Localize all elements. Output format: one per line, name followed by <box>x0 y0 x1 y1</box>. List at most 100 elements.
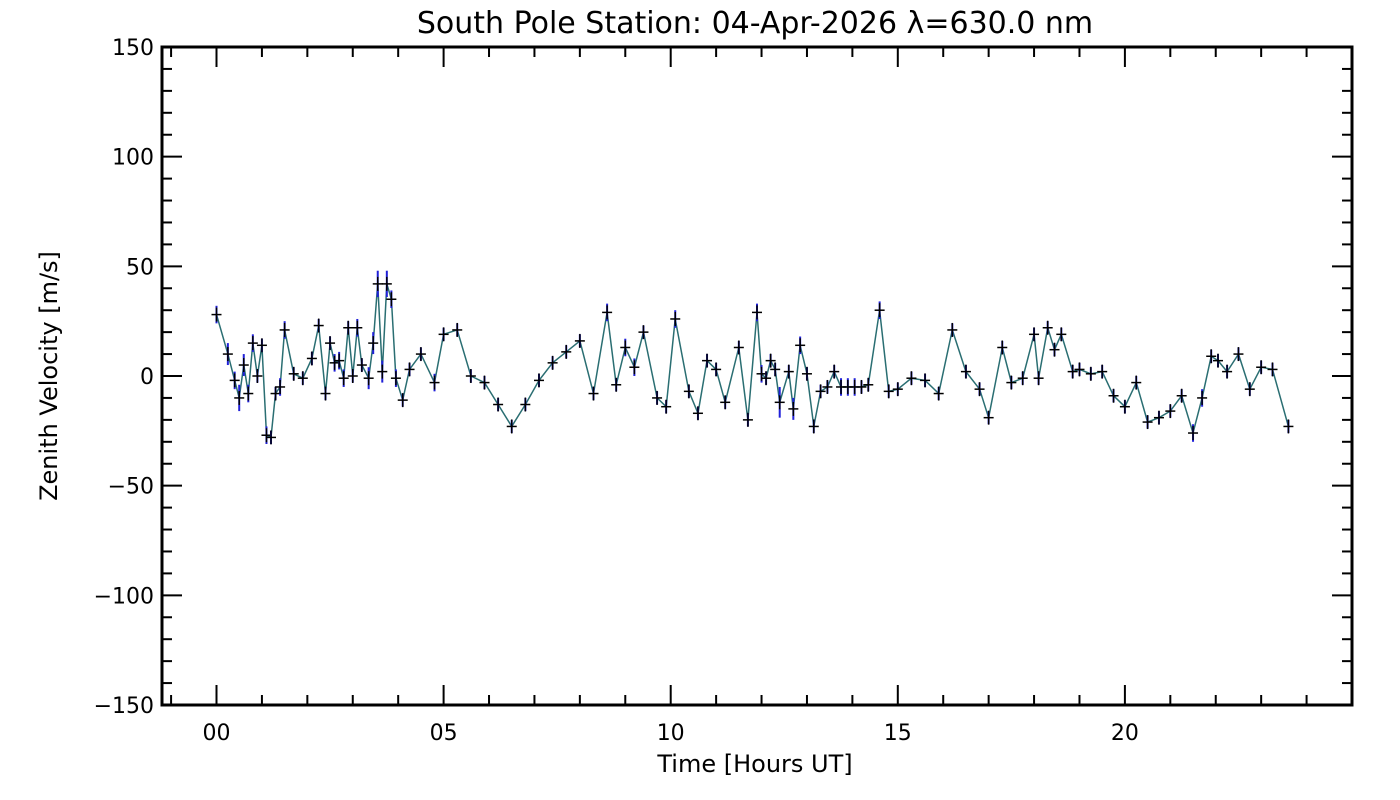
data-point-marker <box>520 397 531 412</box>
series-line <box>215 283 1290 439</box>
data-point-marker <box>1067 364 1078 379</box>
data-point-marker <box>279 322 290 337</box>
data-point-marker <box>313 318 324 333</box>
data-point-marker <box>761 371 772 386</box>
data-point-marker <box>479 375 490 390</box>
data-point-marker <box>1267 362 1278 377</box>
data-point-marker <box>733 340 744 355</box>
data-point-marker <box>288 366 299 381</box>
data-point-marker <box>1056 327 1067 342</box>
data-point-marker <box>815 384 826 399</box>
data-point-marker <box>742 412 753 427</box>
data-point-marker <box>334 353 345 368</box>
data-point-marker <box>906 371 917 386</box>
data-point-marker <box>452 322 463 337</box>
data-point-marker <box>1085 366 1096 381</box>
data-point-marker <box>211 307 222 322</box>
data-point-marker <box>1176 388 1187 403</box>
data-point-marker <box>1042 320 1053 335</box>
data-series <box>211 270 1294 445</box>
data-point-marker <box>765 353 776 368</box>
data-point-marker <box>1153 410 1164 425</box>
chart-title: South Pole Station: 04-Apr-2026 λ=630.0 … <box>417 6 1093 41</box>
data-point-marker <box>247 336 258 351</box>
data-point-marker <box>229 373 240 388</box>
data-point-marker <box>363 371 374 386</box>
data-point-marker <box>343 320 354 335</box>
data-point-marker <box>261 428 272 443</box>
axis-tick-labels: −150 −100 −50 0 50 100 150 00 05 10 15 20 <box>94 36 1139 746</box>
data-point-marker <box>1017 371 1028 386</box>
data-point-marker <box>377 364 388 379</box>
data-point-marker <box>1119 399 1130 414</box>
data-point-marker <box>1283 419 1294 434</box>
data-point-marker <box>795 338 806 353</box>
x-tick-label: 15 <box>884 721 912 746</box>
x-tick-label: 20 <box>1111 721 1139 746</box>
axis-ticks <box>162 46 1352 706</box>
data-point-marker <box>1256 360 1267 375</box>
y-axis-label: Zenith Velocity [m/s] <box>35 251 63 501</box>
plot-frame <box>160 45 1354 707</box>
x-tick-label: 10 <box>657 721 685 746</box>
data-point-marker <box>1233 347 1244 362</box>
data-point-marker <box>306 351 317 366</box>
data-point-marker <box>547 355 558 370</box>
data-point-marker <box>1188 426 1199 441</box>
data-point-marker <box>883 384 894 399</box>
data-point-marker <box>752 305 762 320</box>
data-point-marker <box>1108 388 1119 403</box>
data-point-marker <box>222 347 233 362</box>
data-point-marker <box>561 344 572 359</box>
data-point-marker <box>774 395 785 410</box>
data-point-marker <box>506 419 517 434</box>
data-point-marker <box>611 377 622 392</box>
data-point-marker <box>533 373 544 388</box>
data-point-marker <box>692 406 703 421</box>
data-point-marker <box>1033 371 1044 386</box>
data-point-marker <box>1197 390 1208 405</box>
data-point-marker <box>652 390 663 405</box>
data-point-marker <box>1222 364 1233 379</box>
data-point-marker <box>270 386 281 401</box>
data-point-marker <box>1142 415 1153 430</box>
data-point-marker <box>620 340 631 355</box>
data-point-marker <box>325 336 336 351</box>
data-point-marker <box>438 327 449 342</box>
data-point-marker <box>329 355 340 370</box>
x-tick-label: 00 <box>203 721 231 746</box>
data-point-marker <box>404 362 415 377</box>
y-tick-label: 150 <box>112 36 154 61</box>
data-point-marker <box>415 347 426 362</box>
y-tick-label: −100 <box>94 584 154 609</box>
data-point-marker <box>822 379 833 394</box>
data-point-marker <box>974 382 985 397</box>
data-point-marker <box>243 386 254 401</box>
y-tick-label: 50 <box>126 255 154 280</box>
data-point-marker <box>997 340 1008 355</box>
data-point-marker <box>252 369 263 383</box>
data-point-marker <box>1131 375 1142 390</box>
data-point-marker <box>1206 349 1217 364</box>
data-point-marker <box>661 399 672 414</box>
data-point-marker <box>256 338 267 353</box>
data-point-marker <box>638 325 649 340</box>
data-point-marker <box>933 386 944 401</box>
data-point-marker <box>829 364 840 379</box>
data-point-marker <box>856 379 867 394</box>
data-point-marker <box>629 360 640 375</box>
data-point-marker <box>390 371 401 386</box>
data-point-marker <box>493 397 504 412</box>
data-point-marker <box>1029 327 1040 342</box>
y-tick-label: −50 <box>108 475 154 500</box>
data-point-marker <box>397 393 408 408</box>
data-point-marker <box>381 276 392 291</box>
data-point-marker <box>801 366 812 381</box>
data-point-marker <box>238 358 249 373</box>
data-point-marker <box>670 311 681 326</box>
data-point-marker <box>275 379 286 394</box>
data-point-marker <box>602 305 613 320</box>
data-point-marker <box>1165 404 1176 419</box>
data-point-marker <box>960 364 971 379</box>
